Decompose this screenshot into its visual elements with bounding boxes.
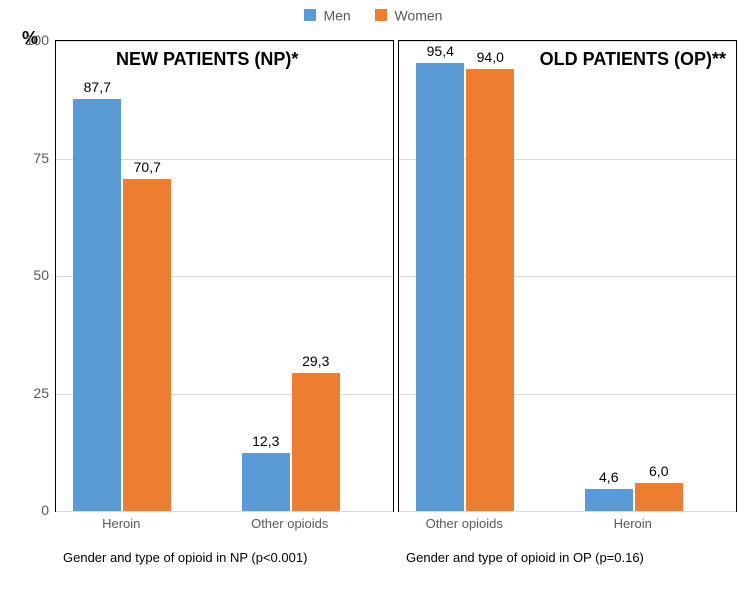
bar-value-label: 6,0 xyxy=(649,463,668,479)
legend-item-women: Women xyxy=(375,6,443,23)
x-category-label: Other opioids xyxy=(251,516,328,531)
bar xyxy=(242,453,290,511)
legend-swatch-men xyxy=(304,9,316,21)
bar xyxy=(585,489,633,511)
y-tick-label: 75 xyxy=(19,150,49,166)
legend-label-women: Women xyxy=(394,7,442,23)
bar xyxy=(416,63,464,511)
y-tick-label: 100 xyxy=(19,32,49,48)
y-tick-label: 25 xyxy=(19,385,49,401)
bar xyxy=(123,179,171,511)
bar xyxy=(292,373,340,511)
gridline xyxy=(56,41,393,42)
x-category-label: Other opioids xyxy=(426,516,503,531)
bar-value-label: 12,3 xyxy=(252,433,279,449)
panel-title: NEW PATIENTS (NP)* xyxy=(116,49,298,70)
y-tick-label: 50 xyxy=(19,267,49,283)
x-category-label: Heroin xyxy=(102,516,140,531)
chart-panel: NEW PATIENTS (NP)* 87,7 70,7 12,3 29,3 xyxy=(55,40,394,512)
bar-value-label: 95,4 xyxy=(427,43,454,59)
bar xyxy=(466,69,514,511)
bar xyxy=(635,483,683,511)
bar-value-label: 4,6 xyxy=(599,469,618,485)
legend-swatch-women xyxy=(375,9,387,21)
bar xyxy=(73,99,121,511)
y-tick-label: 0 xyxy=(19,502,49,518)
chart-panel: OLD PATIENTS (OP)** 95,4 94,0 4,6 6,0 xyxy=(398,40,737,512)
bar-value-label: 29,3 xyxy=(302,353,329,369)
panel-caption: Gender and type of opioid in OP (p=0.16) xyxy=(406,550,644,565)
gridline xyxy=(56,511,393,512)
bar-value-label: 94,0 xyxy=(477,49,504,65)
chart-container: Men Women % NEW PATIENTS (NP)*87,770,712… xyxy=(0,0,746,592)
legend: Men Women xyxy=(0,6,746,23)
bar-value-label: 87,7 xyxy=(84,79,111,95)
gridline xyxy=(399,511,736,512)
bar-value-label: 70,7 xyxy=(134,159,161,175)
panel-caption: Gender and type of opioid in NP (p<0.001… xyxy=(63,550,307,565)
plot-area: NEW PATIENTS (NP)* 87,7 70,7 12,3 29,3 OLD PA… xyxy=(55,40,735,510)
x-category-label: Heroin xyxy=(614,516,652,531)
legend-label-men: Men xyxy=(323,7,350,23)
panel-title: OLD PATIENTS (OP)** xyxy=(540,49,726,70)
legend-item-men: Men xyxy=(304,6,351,23)
